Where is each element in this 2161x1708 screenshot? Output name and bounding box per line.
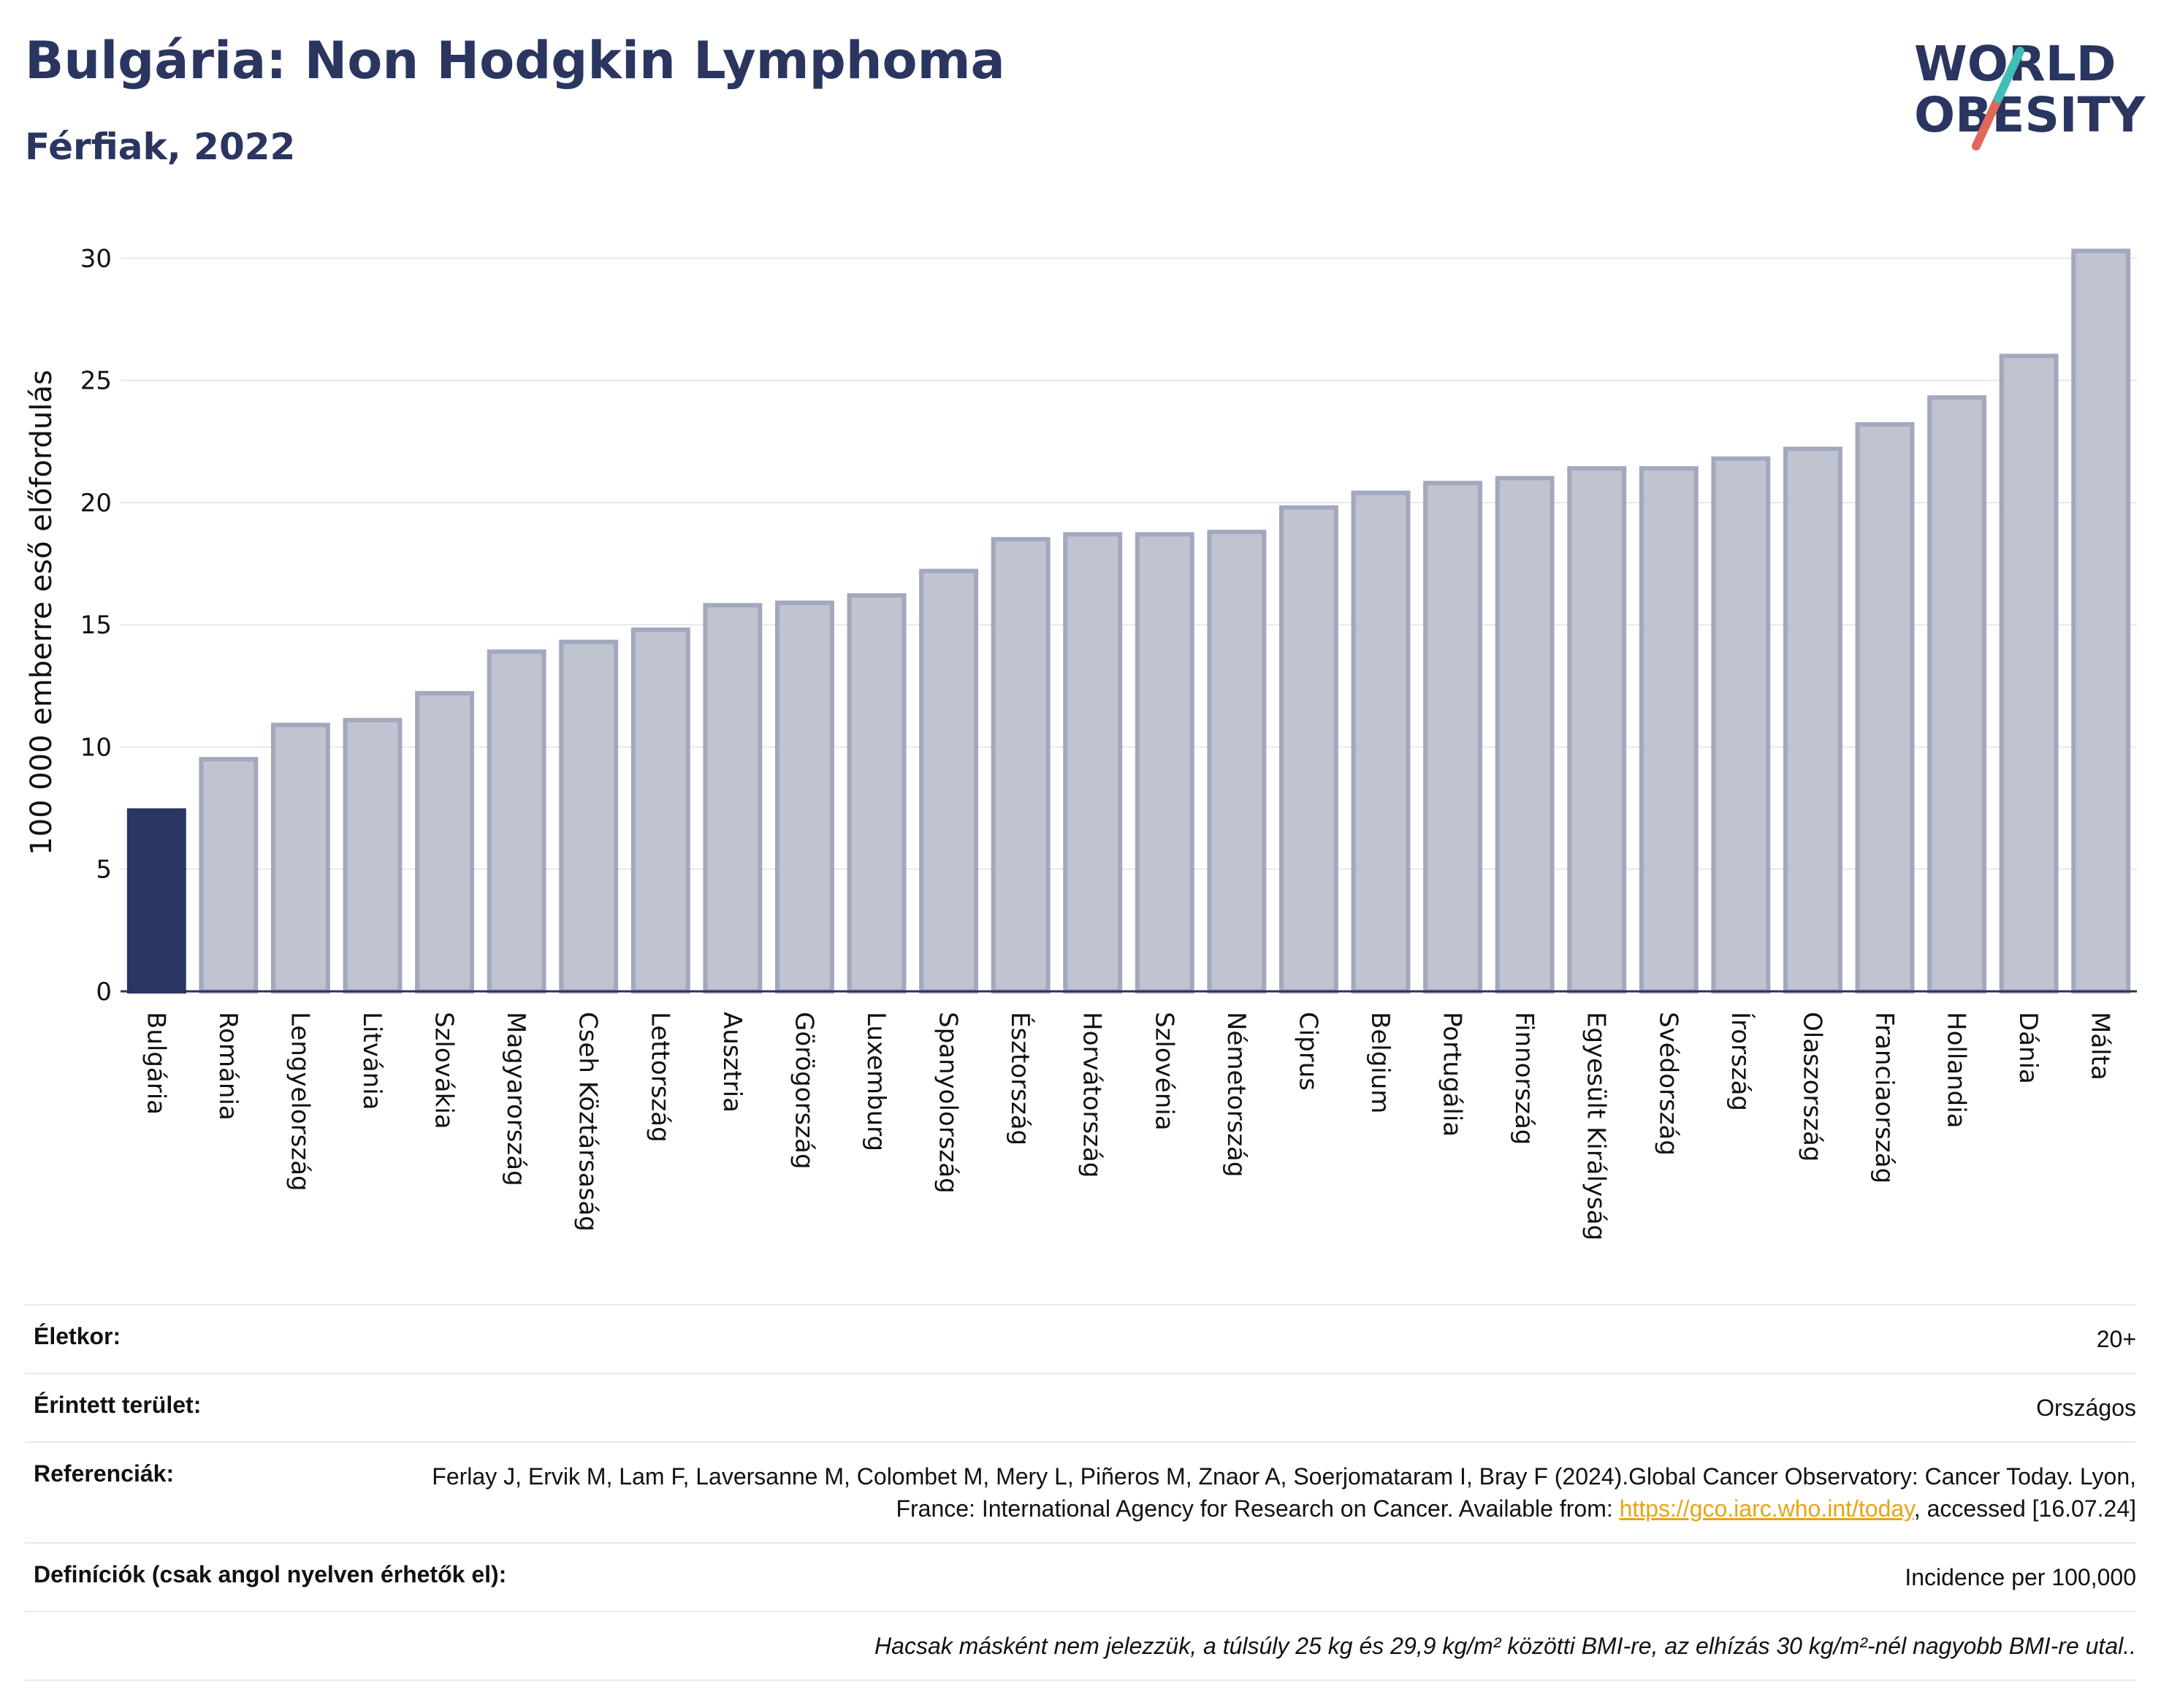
references-label: Referenciák: [34,1460,175,1487]
references-text: Ferlay J, Ervik M, Lam F, Laversanne M, … [432,1463,2136,1522]
bar [847,593,907,994]
x-tick-label: Bulgária [141,1012,170,1115]
x-tick-label: Lettország [645,1012,674,1143]
bar [1135,532,1194,994]
area-label: Érintett terület: [34,1392,202,1418]
bar [199,757,259,994]
logo-line2: OBESITY [1914,87,2146,143]
x-tick-label: Luxemburg [861,1012,891,1151]
y-tick-label: 10 [80,733,112,762]
x-tick-label: Írország [1726,1012,1756,1111]
x-tick-label: Olaszország [1797,1012,1826,1162]
references-value: Ferlay J, Ervik M, Lam F, Laversanne M, … [419,1460,2136,1525]
x-tick-label: Belgium [1365,1012,1395,1113]
bar [703,603,763,994]
y-tick-label: 25 [80,367,112,396]
bar [630,627,690,994]
bar [559,639,619,994]
x-tick-label: Magyarország [501,1012,530,1186]
x-tick-label: Szlovénia [1149,1012,1178,1131]
x-tick-label: Görögország [789,1012,818,1170]
y-tick-label: 15 [80,611,112,640]
info-row-definitions: Definíciók (csak angol nyelven érhetők e… [25,1542,2136,1611]
bar [1063,532,1123,994]
references-link[interactable]: https://gco.iarc.who.int/today [1619,1495,1914,1522]
bar [1423,481,1483,994]
age-value: 20+ [2096,1326,2136,1352]
page-title: Bulgária: Non Hodgkin Lymphoma [25,31,1005,91]
bar [1999,354,2059,994]
world-obesity-logo: WORLD OBESITY [1914,36,2146,150]
x-tick-label: Cseh Köztársaság [573,1012,603,1232]
bar [1927,395,1987,994]
x-tick-label: Németország [1221,1012,1251,1177]
info-row-area: Érintett terület: Országos [25,1373,2136,1441]
footnote: Hacsak másként nem jelezzük, a túlsúly 2… [874,1633,2136,1659]
bar [270,723,330,994]
bar [774,601,834,994]
x-tick-label: Franciaország [1870,1012,1899,1183]
area-value: Országos [2036,1395,2136,1421]
x-tick-label: Románia [213,1012,243,1121]
info-row-note: Hacsak másként nem jelezzük, a túlsúly 2… [25,1611,2136,1681]
x-tick-label: Ausztria [717,1012,747,1113]
x-tick-label: Észtország [1005,1012,1035,1145]
y-axis-label: 100 000 emberre eső előfordulás [25,370,58,855]
age-label: Életkor: [34,1323,121,1349]
page-subtitle: Férfiak, 2022 [25,126,296,168]
x-tick-label: Szlovákia [430,1012,459,1129]
bar [1567,466,1627,994]
bar [415,690,475,994]
bar [1278,505,1338,994]
y-tick-label: 30 [80,244,112,273]
definitions-label: Definíciók (csak angol nyelven érhetők e… [34,1561,507,1587]
bar [1711,456,1771,994]
x-tick-label: Spanyolország [934,1012,963,1194]
bar [343,717,403,994]
bar [1783,446,1842,994]
info-row-age: Életkor: 20+ [25,1304,2136,1373]
x-tick-label: Dánia [2013,1012,2043,1084]
y-tick-label: 0 [96,977,112,1007]
x-tick-label: Egyesült Királyság [1582,1012,1611,1240]
x-tick-label: Litvánia [357,1012,386,1110]
bar [1495,476,1555,994]
bar-highlight [126,808,186,994]
bar [991,537,1051,994]
references-tail: , accessed [16.07.24] [1913,1495,2136,1522]
x-tick-label: Lengyelország [285,1012,314,1192]
y-tick-label: 5 [96,855,112,885]
info-table: Életkor: 20+ Érintett terület: Országos … [25,1304,2136,1681]
x-tick-label: Portugália [1438,1012,1467,1137]
bar [1351,490,1411,994]
bar [1207,530,1267,994]
bar [2071,248,2131,994]
bar [1855,422,1915,994]
x-tick-label: Hollandia [1942,1012,1971,1129]
x-tick-label: Horvátország [1078,1012,1107,1178]
x-tick-label: Finnország [1509,1012,1539,1145]
x-tick-label: Ciprus [1293,1012,1322,1091]
x-tick-label: Málta [2086,1012,2115,1080]
bar [487,649,546,994]
info-row-references: Referenciák: Ferlay J, Ervik M, Lam F, L… [25,1441,2136,1542]
definitions-value: Incidence per 100,000 [1905,1564,2136,1590]
x-tick-label: Svédország [1653,1012,1682,1156]
bar-chart: 0 5 10 15 20 25 30 100 000 emberre eső előfordu… [25,244,2137,1240]
bar [919,568,979,994]
bar [1639,466,1699,994]
y-tick-label: 20 [80,489,112,518]
